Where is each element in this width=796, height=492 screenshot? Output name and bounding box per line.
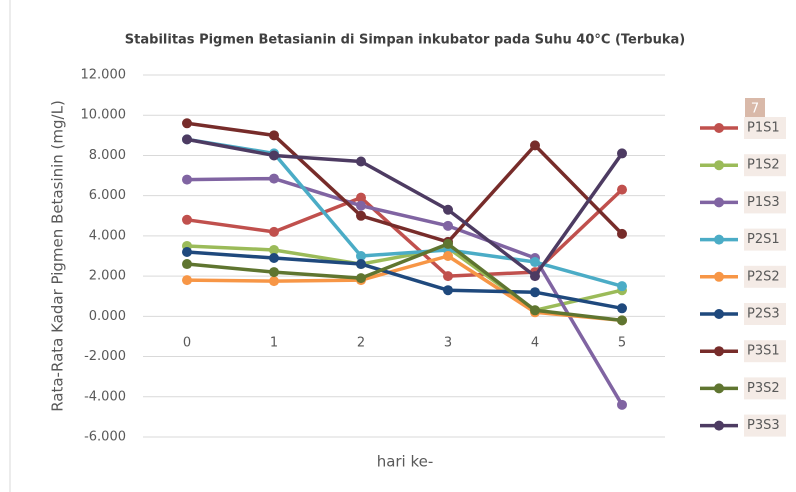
y-tick-label: 2.000 (89, 269, 126, 284)
legend-label: P3S3 (747, 418, 780, 433)
x-tick-label: 5 (618, 336, 626, 351)
legend-label: P3S2 (747, 381, 780, 396)
annotation: 7 (751, 102, 759, 117)
legend-label: P1S3 (747, 195, 780, 210)
x-tick-label: 0 (183, 336, 191, 351)
x-axis-label: hari ke- (377, 453, 434, 471)
data-point (269, 244, 279, 255)
series-line (186, 242, 623, 323)
legend-marker (714, 271, 724, 282)
data-point (182, 174, 192, 185)
legend-label: P1S2 (747, 158, 780, 173)
y-tick-label: 0.000 (89, 309, 126, 324)
legend-marker (714, 123, 724, 133)
data-point (443, 220, 453, 231)
data-point (356, 259, 366, 270)
series-line (186, 121, 624, 244)
legend-label-bg (744, 228, 786, 251)
data-point (182, 118, 192, 129)
data-point (182, 259, 192, 270)
x-tick-label: 2 (357, 336, 365, 351)
data-point (269, 276, 279, 287)
data-point (269, 173, 279, 184)
data-point (617, 228, 627, 239)
data-point (443, 251, 453, 261)
data-point (182, 134, 192, 145)
data-point (356, 251, 366, 261)
legend-marker (714, 420, 724, 431)
y-tick-label: 4.000 (89, 228, 126, 243)
legend-label: P2S2 (747, 269, 780, 284)
x-tick-label: 3 (444, 336, 452, 351)
data-point (269, 150, 279, 161)
legend-label-bg (744, 154, 786, 177)
data-point (617, 281, 627, 292)
legend-label: P2S1 (747, 232, 780, 247)
legend-marker (714, 197, 724, 208)
legend-marker (714, 383, 724, 394)
data-point (182, 275, 192, 286)
legend-label-bg (744, 340, 786, 363)
legend-marker (714, 309, 724, 319)
y-axis-label: Rata-Rata Kadar Pigmen Betasinin (mg/L) (49, 100, 67, 412)
data-point (182, 214, 192, 225)
legend-label: P2S3 (747, 307, 780, 322)
chart-title: Stabilitas Pigmen Betasianin di Simpan i… (125, 33, 685, 48)
data-point (443, 238, 453, 249)
y-tick-label: 12.000 (81, 68, 127, 83)
data-point (530, 305, 540, 316)
legend-marker (714, 160, 724, 171)
data-point (443, 271, 453, 282)
data-point (530, 271, 540, 282)
data-point (182, 246, 192, 257)
data-point (356, 192, 366, 203)
y-tick-label: -6.000 (84, 430, 126, 445)
series-line (186, 244, 623, 313)
y-tick-label: -2.000 (84, 349, 126, 364)
data-point (269, 267, 279, 278)
legend-label: P1S1 (747, 121, 780, 136)
data-point (530, 287, 540, 298)
data-point (617, 184, 627, 195)
legend-label-bg (744, 191, 786, 214)
data-point (269, 226, 279, 237)
legend-marker (714, 234, 724, 245)
data-point (443, 204, 453, 215)
legend-label-bg (744, 414, 786, 437)
y-tick-label: 10.000 (81, 108, 127, 123)
data-point (269, 253, 279, 264)
data-point (356, 273, 366, 284)
legend-label-bg (744, 377, 786, 400)
legend-label-bg (744, 303, 786, 325)
x-tick-label: 1 (270, 336, 278, 351)
data-point (356, 210, 366, 221)
x-tick-label: 4 (531, 336, 539, 351)
data-point (617, 399, 627, 410)
data-point (356, 156, 366, 167)
legend-label-bg (744, 117, 786, 139)
y-tick-label: 6.000 (89, 188, 126, 203)
data-point (443, 285, 453, 296)
series-line (186, 250, 623, 311)
y-tick-label: -4.000 (84, 389, 126, 404)
series-line (186, 137, 624, 278)
annotation-box (745, 98, 765, 118)
legend-label-bg (744, 265, 786, 288)
y-tick-label: 8.000 (89, 148, 126, 163)
legend-marker (714, 346, 724, 357)
data-point (530, 140, 540, 151)
legend-label: P3S1 (747, 344, 780, 359)
data-point (530, 257, 540, 268)
data-point (356, 200, 366, 211)
data-point (269, 130, 279, 141)
series-line (186, 176, 624, 406)
data-point (617, 303, 627, 314)
data-point (617, 148, 627, 159)
data-point (617, 315, 627, 326)
